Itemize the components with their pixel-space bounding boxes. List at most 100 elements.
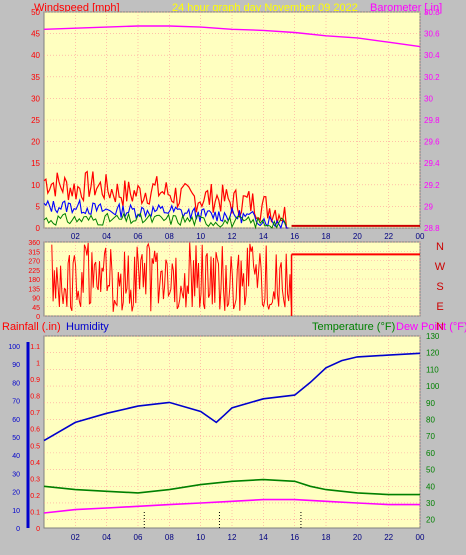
rain-tick-label: 0.7 (30, 410, 40, 417)
wind-gust-line (43, 170, 289, 229)
x-tick-label: 22 (384, 533, 393, 542)
temp-tick-label: 70 (426, 432, 435, 441)
y-right-tick-label: 30 (424, 94, 433, 103)
x-tick-label: 22 (384, 232, 393, 241)
temperature-label: Temperature (°F) (312, 321, 395, 333)
temp-tick-label: 110 (426, 365, 439, 374)
direction-tick-label: 90 (32, 296, 40, 303)
y-left-tick-label: 20 (31, 138, 40, 147)
y-left-tick-label: 5 (36, 202, 41, 211)
x-tick-label: 08 (165, 533, 174, 542)
direction-tick-label: 180 (28, 277, 40, 284)
y-right-tick-label: 29.6 (424, 138, 440, 147)
humidity-tick-label: 0 (16, 526, 20, 533)
direction-tick-label: 315 (28, 249, 40, 256)
rain-tick-label: 0.6 (30, 427, 40, 434)
x-tick-label: 04 (102, 533, 111, 542)
x-tick-label: 18 (322, 533, 331, 542)
x-tick-label: 10 (196, 533, 205, 542)
x-tick-label: 20 (353, 232, 362, 241)
humidity-tick-label: 80 (12, 380, 20, 387)
temp-tick-label: 90 (426, 399, 435, 408)
humidity-tick-label: 90 (12, 362, 20, 369)
rain-tick-label: 0.4 (30, 460, 40, 467)
temperature-line (43, 478, 420, 496)
x-tick-label: 06 (134, 232, 143, 241)
humidity-tick-label: 50 (12, 435, 20, 442)
temp-tick-label: 20 (426, 516, 435, 525)
x-tick-label: 14 (259, 232, 268, 241)
direction-tick-label: 360 (28, 240, 40, 247)
temp-tick-label: 50 (426, 466, 435, 475)
x-tick-label: 12 (228, 533, 237, 542)
x-tick-label: 16 (290, 533, 299, 542)
x-tick-label: 04 (102, 232, 111, 241)
y-right-tick-label: 30.2 (424, 73, 440, 82)
y-right-tick-label: 29.8 (424, 116, 440, 125)
series-direction (51, 242, 420, 316)
x-tick-label: 00 (416, 533, 425, 542)
rain-tick-label: 0.9 (30, 377, 40, 384)
humidity-tick-label: 60 (12, 417, 20, 424)
compass-label: W (435, 261, 446, 273)
y-left-tick-label: 40 (31, 51, 40, 60)
y-right-tick-label: 29 (424, 202, 433, 211)
wind-direction-line (51, 242, 292, 312)
y-left-tick-label: 0 (36, 224, 41, 233)
y-left-tick-label: 25 (31, 116, 40, 125)
dewpoint-label: Dew Point (°F) (396, 321, 466, 333)
x-tick-label: 18 (322, 232, 331, 241)
humidity-tick-label: 20 (12, 490, 20, 497)
x-tick-label: 20 (353, 533, 362, 542)
direction-tick-label: 45 (32, 305, 40, 312)
rain-tick-label: 1 (36, 361, 40, 368)
y-left-tick-label: 45 (31, 30, 40, 39)
humidity-line (43, 352, 421, 442)
y-right-tick-label: 30.4 (424, 51, 440, 60)
rain-tick-label: 0 (36, 526, 40, 533)
series-temp (43, 352, 421, 528)
temp-tick-label: 100 (426, 382, 440, 391)
humidity-tick-label: 10 (12, 508, 20, 515)
temp-tick-label: 30 (426, 499, 435, 508)
direction-tick-label: 0 (36, 314, 40, 321)
x-tick-label: 06 (134, 533, 143, 542)
x-tick-label: 02 (71, 232, 80, 241)
x-tick-label: 02 (71, 533, 80, 542)
direction-tick-label: 270 (28, 259, 40, 266)
y-right-tick-label: 30.8 (424, 8, 440, 17)
direction-tick-label: 225 (28, 268, 40, 275)
barometer-label: Barometer [.in] (370, 2, 442, 14)
y-left-tick-label: 10 (31, 181, 40, 190)
rain-tick-label: 0.3 (30, 476, 40, 483)
grid-wind (44, 11, 421, 229)
x-tick-label: 14 (259, 533, 268, 542)
rain-tick-label: 0.5 (30, 443, 40, 450)
humidity-tick-label: 70 (12, 399, 20, 406)
y-left-tick-label: 35 (31, 73, 40, 82)
axes-wind: 0 5 10 15 20 25 30 35 40 45 50 28.8 29 29.2 29.4 29.6 29… (31, 8, 440, 241)
dew-point-line (43, 498, 420, 514)
axes-temp: 2030405060708090100110120130010203040506… (8, 332, 440, 542)
x-tick-label: 00 (416, 232, 425, 241)
y-right-tick-label: 29.2 (424, 181, 440, 190)
x-tick-label: 10 (196, 232, 205, 241)
y-right-tick-label: 30.6 (424, 30, 440, 39)
temp-tick-label: 130 (426, 332, 440, 341)
humidity-tick-label: 30 (12, 471, 20, 478)
temp-tick-label: 60 (426, 449, 435, 458)
compass-label: N (436, 321, 444, 333)
compass-label: E (436, 301, 443, 313)
rain-tick-label: 0.1 (30, 509, 40, 516)
temp-tick-label: 120 (426, 349, 440, 358)
humidity-tick-label: 100 (8, 344, 20, 351)
direction-tick-label: 135 (28, 286, 40, 293)
temp-tick-label: 80 (426, 415, 435, 424)
x-tick-label: 08 (165, 232, 174, 241)
rain-tick-label: 0.2 (30, 493, 40, 500)
rainfall-label: Rainfall (.in) (2, 321, 61, 333)
temp-tick-label: 40 (426, 482, 435, 491)
